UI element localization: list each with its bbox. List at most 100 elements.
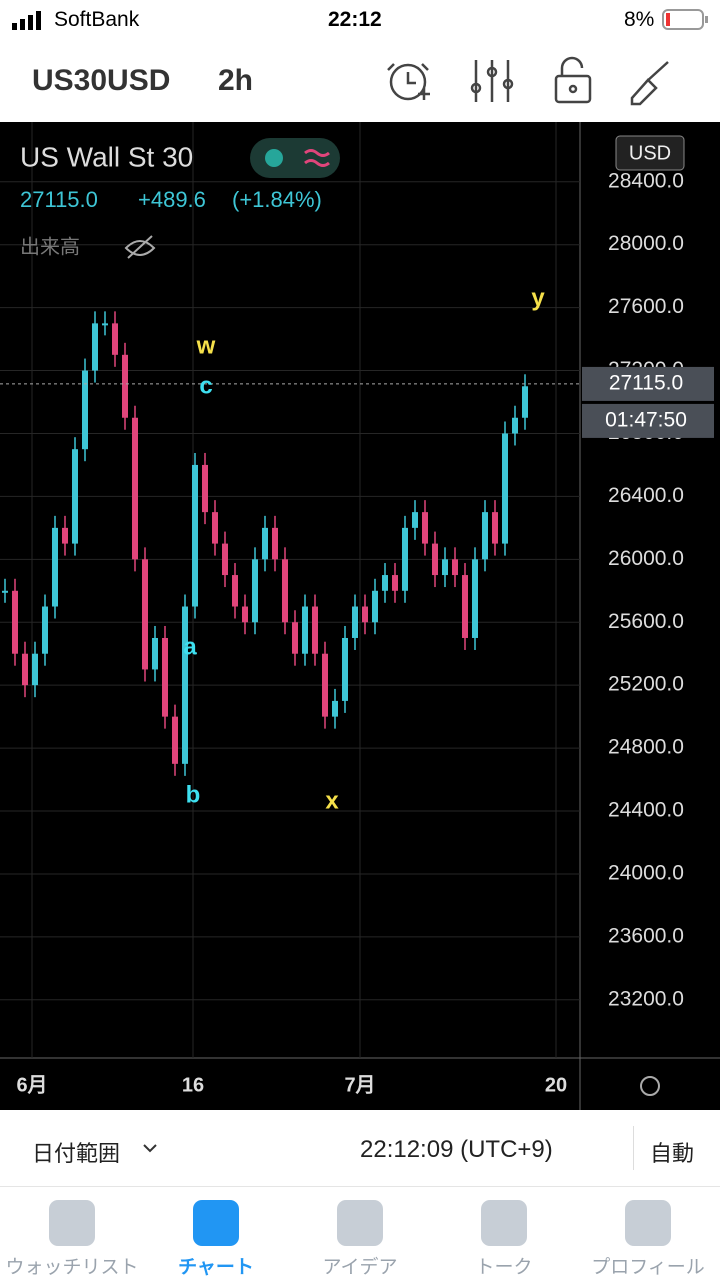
date-range[interactable]: 日付範囲 xyxy=(32,1141,121,1166)
y-tick-label: 23600.0 xyxy=(608,924,684,947)
y-tick-label: 26000.0 xyxy=(608,547,684,570)
tab[interactable]: チャート xyxy=(144,1188,288,1280)
last-price-badge xyxy=(582,366,714,401)
candle-body xyxy=(472,559,478,638)
candle-body xyxy=(142,559,148,670)
indicator-toggle[interactable] xyxy=(250,138,340,178)
candle-body xyxy=(382,575,388,591)
candle-body xyxy=(372,590,378,623)
candle-body xyxy=(362,606,368,623)
last-price-text: 27115.0 xyxy=(20,187,98,212)
candle-body xyxy=(2,590,8,593)
candle-body xyxy=(492,512,498,544)
utc-clock: 22:12:09 (UTC+9) xyxy=(360,1136,553,1163)
candle-body xyxy=(412,512,418,528)
tab-icon xyxy=(193,1200,239,1246)
tab-label: ウォッチリスト xyxy=(5,1257,139,1278)
candle-body xyxy=(162,637,168,717)
tab-icon xyxy=(481,1200,527,1246)
y-tick-label: 26400.0 xyxy=(608,484,684,507)
divider xyxy=(633,1126,634,1170)
candle-body xyxy=(82,370,88,450)
x-tick-label: 20 xyxy=(545,1074,567,1096)
chart[interactable]: 28400.028000.027600.027200.026800.026400… xyxy=(0,122,720,1110)
toolbar-icons[interactable] xyxy=(380,54,680,108)
bottom-bar: 日付範囲 22:12:09 (UTC+9) 自動 xyxy=(0,1110,720,1187)
tab-icon xyxy=(49,1200,95,1246)
candle-body xyxy=(252,559,258,623)
y-tick-label: 25200.0 xyxy=(608,673,684,696)
tab[interactable]: ウォッチリスト xyxy=(0,1188,144,1280)
signal-icon xyxy=(12,11,41,30)
candle-body xyxy=(302,606,308,654)
instrument-name: US Wall St 30 xyxy=(20,141,193,172)
candle-body xyxy=(392,575,398,591)
tab-label: プロフィール xyxy=(591,1257,705,1278)
candle-body xyxy=(352,606,358,638)
tab-icon xyxy=(625,1200,671,1246)
candle-body xyxy=(402,527,408,591)
indicator-wave xyxy=(304,149,330,167)
status-bar: SoftBank 22:12 8% xyxy=(0,0,720,40)
candle-body xyxy=(12,590,18,654)
wave-label: x xyxy=(325,787,339,814)
candle-body xyxy=(512,417,518,434)
clock: 22:12 xyxy=(328,8,382,31)
candle-body xyxy=(42,606,48,654)
battery-text: 8% xyxy=(624,8,655,31)
volume-label: 出来高 xyxy=(20,235,80,258)
candle-body xyxy=(222,543,228,576)
y-tick-label: 25600.0 xyxy=(608,610,684,633)
y-tick-label: 28000.0 xyxy=(608,232,684,255)
candle-body xyxy=(432,543,438,576)
candle-body xyxy=(192,464,198,607)
tab[interactable]: トーク xyxy=(432,1188,576,1280)
candle-body xyxy=(72,449,78,544)
tab[interactable]: プロフィール xyxy=(576,1188,720,1280)
change-pct: (+1.84%) xyxy=(232,187,322,212)
auto-scale[interactable]: 自動 xyxy=(650,1141,695,1166)
candle-body xyxy=(52,527,58,607)
interval[interactable]: 2h xyxy=(218,64,254,97)
candle-body xyxy=(202,464,208,513)
candle-body xyxy=(132,417,138,560)
candle-body xyxy=(32,653,38,686)
candle-body xyxy=(22,653,28,686)
candle-body xyxy=(122,354,128,418)
currency-badge[interactable] xyxy=(615,135,685,171)
tab-label: アイデア xyxy=(322,1257,398,1278)
candle-body xyxy=(462,575,468,638)
y-tick-label: 24000.0 xyxy=(608,861,684,884)
candle-body xyxy=(522,386,528,418)
candle-body xyxy=(242,606,248,623)
candle-body xyxy=(482,512,488,560)
candle-body xyxy=(172,716,178,764)
y-tick-label: 24400.0 xyxy=(608,799,684,822)
wave-label: c xyxy=(199,372,212,399)
tab-icon xyxy=(337,1200,383,1246)
countdown: 01:47:50 xyxy=(605,408,687,431)
candle-body xyxy=(502,433,508,544)
candle-body xyxy=(452,559,458,576)
x-tick-label: 7月 xyxy=(344,1074,375,1096)
x-tick-label: 6月 xyxy=(16,1074,47,1096)
y-tick-label: 24800.0 xyxy=(608,736,684,759)
y-tick-label: 27600.0 xyxy=(608,295,684,318)
settings-icon[interactable] xyxy=(640,1076,660,1096)
candle-body xyxy=(92,323,98,371)
candle-body xyxy=(322,653,328,717)
change: +489.6 xyxy=(138,187,206,212)
candle-body xyxy=(212,512,218,544)
candle-body xyxy=(422,512,428,544)
candle-body xyxy=(272,527,278,560)
hide-icon[interactable] xyxy=(124,235,156,259)
battery-icon xyxy=(662,9,708,30)
candle-body xyxy=(112,323,118,355)
candle-body xyxy=(442,559,448,576)
tab[interactable]: アイデア xyxy=(288,1188,432,1280)
tab-label: チャート xyxy=(178,1257,254,1278)
countdown-badge xyxy=(582,403,714,438)
symbol[interactable]: US30USD xyxy=(32,64,171,97)
y-tick-label: 28400.0 xyxy=(608,169,684,192)
